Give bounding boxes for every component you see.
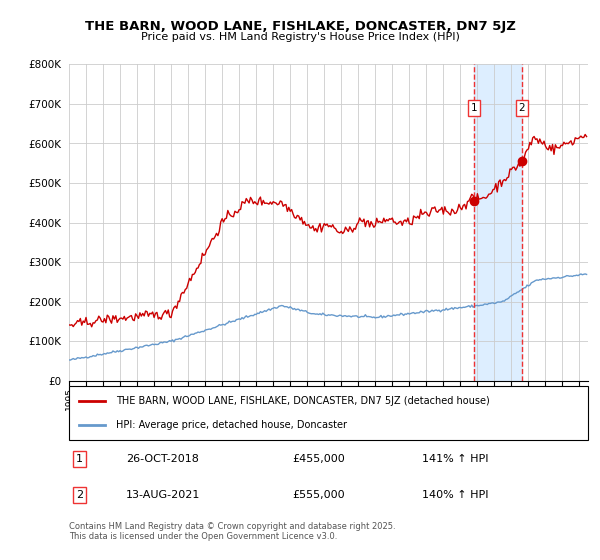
- Text: Price paid vs. HM Land Registry's House Price Index (HPI): Price paid vs. HM Land Registry's House …: [140, 32, 460, 42]
- Text: 26-OCT-2018: 26-OCT-2018: [126, 454, 199, 464]
- Text: 2: 2: [518, 103, 525, 113]
- Text: 13-AUG-2021: 13-AUG-2021: [126, 491, 200, 500]
- Text: £555,000: £555,000: [292, 491, 345, 500]
- Text: HPI: Average price, detached house, Doncaster: HPI: Average price, detached house, Donc…: [116, 420, 347, 430]
- Text: 141% ↑ HPI: 141% ↑ HPI: [422, 454, 488, 464]
- Bar: [475, 64, 522, 381]
- Text: THE BARN, WOOD LANE, FISHLAKE, DONCASTER, DN7 5JZ: THE BARN, WOOD LANE, FISHLAKE, DONCASTER…: [85, 20, 515, 32]
- Text: £455,000: £455,000: [292, 454, 345, 464]
- Text: 2: 2: [76, 491, 83, 500]
- Text: Contains HM Land Registry data © Crown copyright and database right 2025.
This d: Contains HM Land Registry data © Crown c…: [69, 522, 395, 542]
- Text: THE BARN, WOOD LANE, FISHLAKE, DONCASTER, DN7 5JZ (detached house): THE BARN, WOOD LANE, FISHLAKE, DONCASTER…: [116, 396, 490, 407]
- Text: 1: 1: [76, 454, 83, 464]
- Text: 1: 1: [471, 103, 478, 113]
- Text: 140% ↑ HPI: 140% ↑ HPI: [422, 491, 488, 500]
